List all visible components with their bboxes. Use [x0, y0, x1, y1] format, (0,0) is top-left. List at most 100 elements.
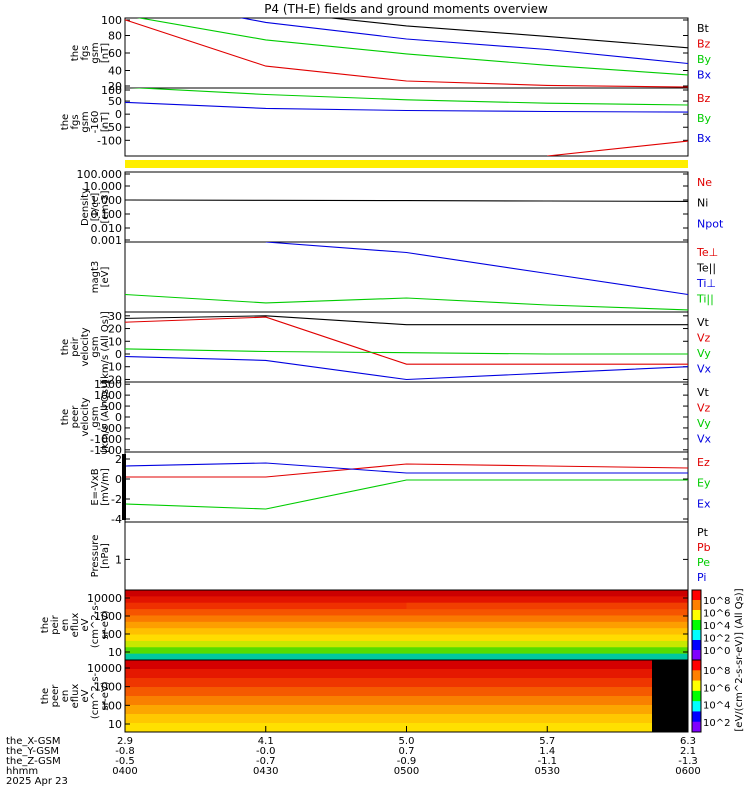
heatmap-band — [125, 687, 688, 697]
heatmap-band — [125, 596, 688, 604]
y-axis-label: eV — [80, 689, 91, 702]
y-axis-label: gsm — [80, 111, 91, 132]
panel-peir_en_eflux — [124, 589, 689, 661]
y-axis-label: gsm — [90, 42, 101, 63]
bottom-row-value: -0.5 — [115, 756, 135, 767]
y-axis-label: en — [60, 690, 71, 703]
legend-ni: Ni — [697, 197, 708, 210]
legend-npot: Npot — [697, 217, 724, 230]
bottom-row-label: the_Z-GSM — [6, 756, 61, 767]
colorbar-segment — [692, 670, 701, 682]
panel-e_field — [122, 451, 689, 523]
series-line-ey — [125, 479, 688, 510]
legend-vx: Vx — [697, 433, 712, 446]
status-bar — [125, 160, 688, 168]
y-axis-label: -160 — [90, 111, 101, 134]
colorbar-segment — [692, 620, 701, 631]
panel-peir_velocity — [124, 311, 689, 383]
y-axis-label: fgs — [70, 114, 81, 129]
heatmap-band — [125, 678, 688, 688]
y-tick-label: -100 — [97, 134, 122, 147]
y-tick-label: 0.001 — [91, 234, 123, 247]
heatmap-band — [125, 647, 688, 655]
series-line-ex — [125, 462, 688, 474]
bottom-row-value: -0.9 — [397, 756, 417, 767]
y-tick-label: 80 — [108, 30, 122, 43]
legend-ey: Ey — [697, 477, 711, 490]
y-tick-label: 10.000 — [84, 180, 123, 193]
y-tick-label: 50 — [108, 95, 122, 108]
bottom-row-value: 5.0 — [399, 736, 415, 747]
y-tick-label: 10 — [108, 335, 122, 348]
colorbar-tick-label: 10^6 — [703, 683, 730, 694]
bottom-row-value: 4.1 — [258, 736, 274, 747]
y-axis-label: the — [60, 409, 71, 425]
panel-frame — [124, 171, 689, 243]
colorbar-segment — [692, 640, 701, 651]
series-line-vx — [125, 355, 688, 381]
legend-te: Te|| — [696, 262, 716, 275]
colorbar-segment — [692, 610, 701, 621]
bottom-row-value: 0600 — [675, 766, 700, 777]
y-tick-label: 100 — [101, 699, 122, 712]
legend-vz: Vz — [697, 402, 711, 415]
panel-frame — [124, 87, 689, 157]
bottom-row-value: -1.1 — [537, 756, 557, 767]
y-tick-label: 100 — [101, 628, 122, 641]
colorbar-segment — [692, 600, 701, 611]
colorbar-tick-label: 10^6 — [703, 609, 730, 620]
bottom-row-value: -1.3 — [678, 756, 698, 767]
y-axis-label: the — [60, 114, 71, 130]
series-line-bx — [125, 101, 688, 113]
series-line-bt — [326, 18, 688, 49]
heatmap-band — [125, 696, 688, 706]
y-axis-label: [cm-3] — [100, 190, 111, 223]
y-tick-label: -50 — [104, 121, 122, 134]
y-axis-label: peir — [50, 614, 61, 634]
series-line-ti — [125, 293, 688, 311]
bottom-row-value: -0.7 — [256, 756, 276, 767]
heatmap-band — [125, 653, 688, 661]
y-axis-label: [eV] — [100, 267, 111, 288]
y-axis-label: peir — [70, 336, 81, 356]
series-line-vz — [125, 316, 688, 365]
y-tick-label: -1000 — [90, 433, 122, 446]
series-line-ez — [125, 463, 688, 478]
y-tick-label: -4 — [111, 513, 122, 526]
legend-vy: Vy — [697, 417, 711, 430]
heatmap-band — [125, 621, 688, 629]
colorbar-tick-label: 10^2 — [703, 718, 730, 729]
colorbar-tick-label: 10^8 — [703, 596, 730, 607]
y-axis-label: [nPa] — [100, 543, 111, 569]
colorbar-label: [eV/(cm^2-s-sr-eV)] (All Qs)] — [734, 588, 745, 731]
y-tick-label: 1000 — [94, 610, 122, 623]
colorbar-frame — [691, 659, 702, 733]
bottom-row-value: 0530 — [535, 766, 560, 777]
heatmap-band — [125, 634, 688, 642]
y-axis-label: the — [70, 45, 81, 61]
panel-peer_velocity — [124, 381, 689, 453]
y-axis-label: E=-VxB — [90, 468, 101, 505]
heatmap-band — [125, 615, 688, 623]
y-axis-label: velocity — [80, 397, 91, 436]
panel-frame — [124, 451, 689, 523]
chart-title: P4 (TH-E) fields and ground moments over… — [264, 2, 548, 16]
bottom-row-value: 0430 — [253, 766, 278, 777]
y-tick-label: 0 — [115, 108, 122, 121]
y-tick-label: 0 — [115, 473, 122, 486]
legend-pt: Pt — [697, 526, 709, 539]
colorbar-segment — [692, 711, 701, 723]
panel-density — [124, 171, 689, 243]
heatmap-band — [125, 590, 688, 597]
panel-frame — [124, 521, 689, 591]
colorbar-segment — [692, 630, 701, 641]
y-tick-label: -20 — [104, 373, 122, 386]
y-axis-label: sr-eV) — [100, 610, 111, 639]
legend-bx: Bx — [697, 69, 712, 82]
y-tick-label: 100 — [101, 84, 122, 97]
bottom-row-value: 0.7 — [399, 746, 415, 757]
y-axis-label: (cm^2-s- — [90, 601, 101, 648]
legend-vx: Vx — [697, 363, 712, 376]
colorbar-segment — [692, 680, 701, 692]
